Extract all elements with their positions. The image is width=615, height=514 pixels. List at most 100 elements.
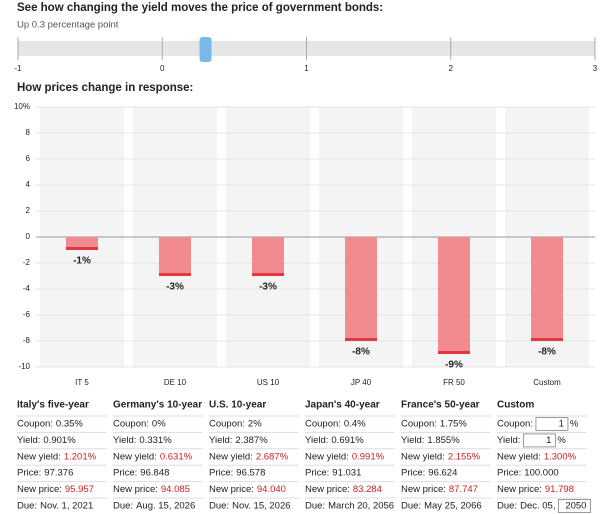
x-tick-label: US 10 <box>257 378 280 387</box>
row-value: 1.201% <box>64 451 97 462</box>
row-label: New price: <box>497 484 542 495</box>
row-value: 100.000 <box>524 468 558 479</box>
row-label: Price: <box>401 468 425 479</box>
input-box[interactable] <box>535 417 569 431</box>
row-value: 87.747 <box>449 484 478 495</box>
row-value: 0.991% <box>352 451 385 462</box>
y-tick-label: -6 <box>23 310 31 319</box>
row-value: Nov. 15, 2026 <box>232 501 290 512</box>
bar <box>345 237 377 341</box>
row-label: New yield: <box>305 451 349 462</box>
row-label: Coupon: <box>305 419 341 430</box>
slider-handle[interactable] <box>199 37 212 62</box>
slider-label: Up 0.3 percentage point <box>17 20 119 31</box>
value-label: -3% <box>259 282 277 293</box>
row-label: New yield: <box>209 451 253 462</box>
row-label: Due: <box>209 501 229 512</box>
row-label: Coupon: <box>401 419 437 430</box>
bar <box>252 237 284 276</box>
x-tick-label: DE 10 <box>164 378 187 387</box>
row-value: 0% <box>152 419 166 430</box>
value-label: -1% <box>73 256 91 267</box>
row-value: 1.300% <box>544 451 577 462</box>
row-label: New yield: <box>113 451 157 462</box>
column-title: Japan's 40-year <box>305 400 380 411</box>
row-label: Price: <box>305 468 329 479</box>
row-label: Due: <box>497 501 517 512</box>
input-unit: % <box>570 419 579 430</box>
row-value: 1.75% <box>440 419 467 430</box>
row-label: New price: <box>305 484 350 495</box>
row-label: Yield: <box>497 435 520 446</box>
row-value: 83.284 <box>353 484 382 495</box>
row-value: 96.848 <box>140 468 169 479</box>
row-value: 91.031 <box>332 468 361 479</box>
slider-tick-label: 3 <box>593 64 598 73</box>
row-label: New price: <box>209 484 254 495</box>
row-label: Price: <box>209 468 233 479</box>
row-value: 0.691% <box>331 435 364 446</box>
y-tick-label: 6 <box>26 154 31 163</box>
y-tick-label: -2 <box>23 258 31 267</box>
row-label: New price: <box>17 484 62 495</box>
value-label: -8% <box>352 347 370 358</box>
bar <box>66 237 98 250</box>
input-value: 1 <box>546 435 551 446</box>
row-label: New yield: <box>401 451 445 462</box>
row-label: Yield: <box>17 435 40 446</box>
y-tick-label: 4 <box>26 180 31 189</box>
y-tick-label: -10 <box>18 362 30 371</box>
row-value: 0.901% <box>43 435 76 446</box>
input-value: 1 <box>559 419 564 430</box>
row-value: 0.35% <box>56 419 83 430</box>
x-tick-label: FR 50 <box>443 378 465 387</box>
column-title: Custom <box>497 400 534 411</box>
input-value: 2050 <box>565 501 586 512</box>
row-value: 0.4% <box>344 419 366 430</box>
row-value: 0.331% <box>139 435 172 446</box>
row-label: New price: <box>401 484 446 495</box>
input-unit: % <box>557 435 566 446</box>
row-value: Nov. 1, 2021 <box>40 501 93 512</box>
row-value: 1.855% <box>427 435 460 446</box>
slider-tick-label: 2 <box>449 64 454 73</box>
value-label: -9% <box>445 360 463 371</box>
row-label: Due: <box>305 501 325 512</box>
bar <box>531 237 563 341</box>
slider-tick-label: -1 <box>14 64 22 73</box>
row-label: Coupon: <box>17 419 53 430</box>
column-title: U.S. 10-year <box>209 400 266 411</box>
y-tick-label: 8 <box>26 128 31 137</box>
row-value: 2.687% <box>256 451 289 462</box>
row-label: Yield: <box>401 435 424 446</box>
bar <box>438 237 470 354</box>
row-label: Price: <box>113 468 137 479</box>
y-tick-label: 10% <box>14 102 30 111</box>
row-label: Due: <box>401 501 421 512</box>
row-value: May 25, 2066 <box>424 501 482 512</box>
row-value: 0.631% <box>160 451 193 462</box>
row-label: Yield: <box>209 435 232 446</box>
row-value: 91.798 <box>545 484 574 495</box>
row-label: Yield: <box>113 435 136 446</box>
input-box[interactable] <box>522 433 556 448</box>
value-label: -3% <box>166 282 184 293</box>
row-label: New yield: <box>497 451 541 462</box>
column-title: Italy's five-year <box>17 400 89 411</box>
row-label: Due: <box>113 501 133 512</box>
row-label: New yield: <box>17 451 61 462</box>
input-box[interactable] <box>557 499 591 513</box>
row-value: 96.624 <box>428 468 457 479</box>
column-title: France's 50-year <box>401 400 480 411</box>
page-title: See how changing the yield moves the pri… <box>17 2 383 14</box>
y-tick-label: 0 <box>26 232 31 241</box>
column-title: Germany's 10-year <box>113 400 202 411</box>
x-tick-label: Custom <box>533 378 561 387</box>
x-tick-label: IT 5 <box>75 378 89 387</box>
y-tick-label: -4 <box>23 284 31 293</box>
row-label: Coupon: <box>209 419 245 430</box>
row-value: 2% <box>248 419 262 430</box>
slider-tick-label: 1 <box>304 64 309 73</box>
